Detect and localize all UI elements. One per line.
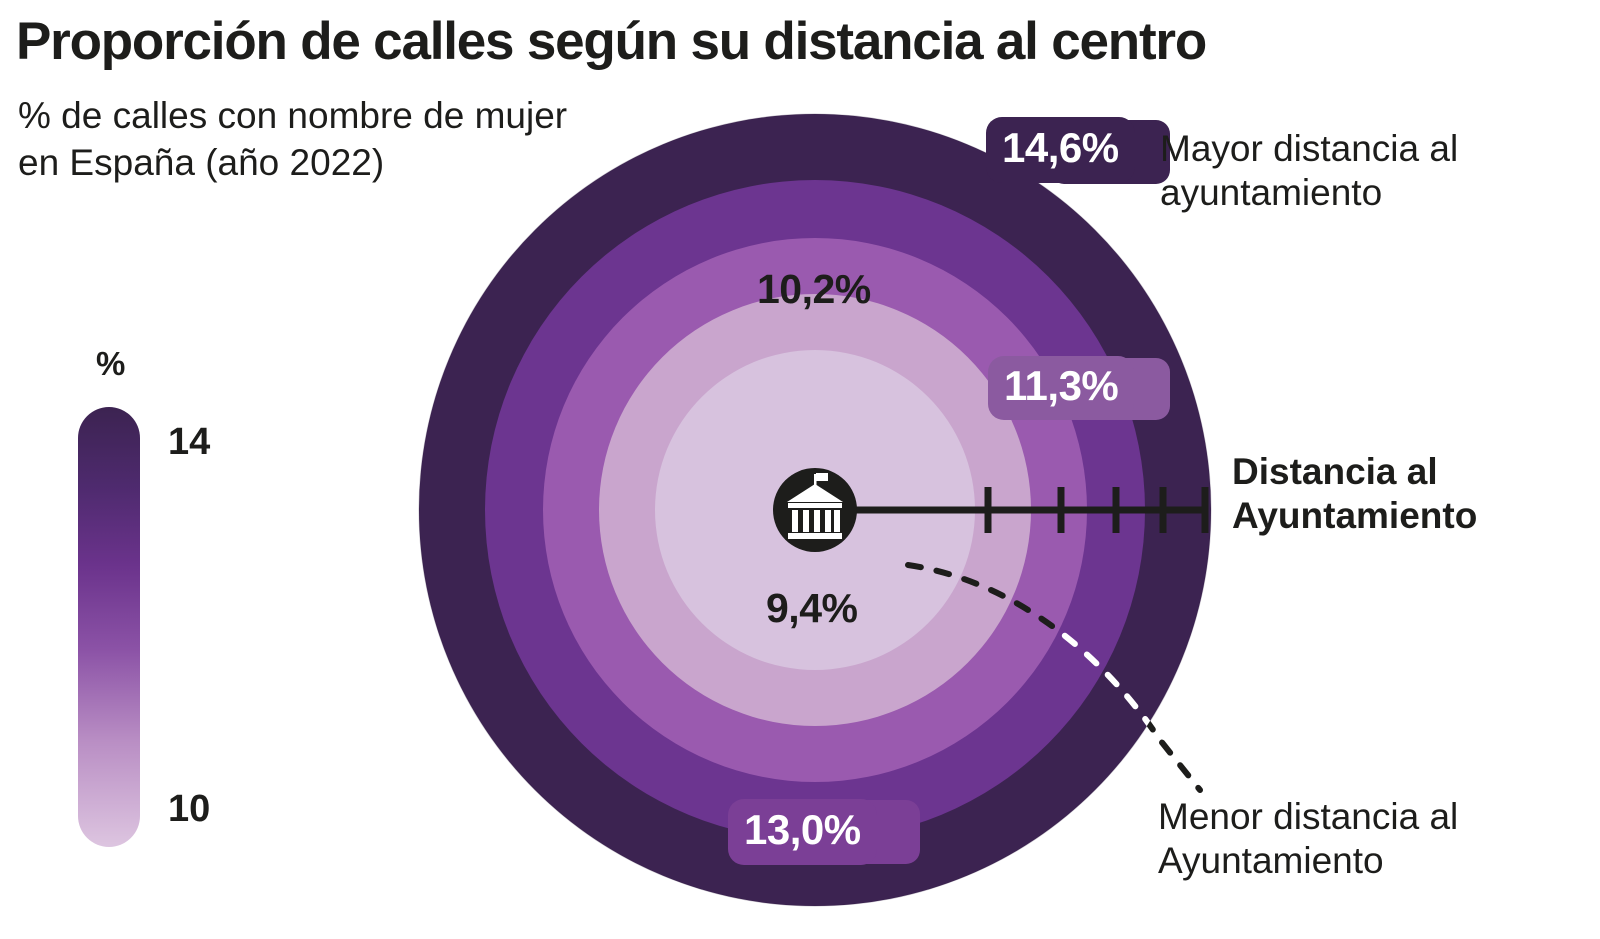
legend-unit-label: % (96, 345, 126, 382)
annotation-axis-line2: Ayuntamiento (1232, 494, 1478, 536)
ring-value-badge-3[interactable]: 11,3% (988, 356, 1135, 420)
distance-axis (855, 487, 1209, 533)
annotation-menor-line1: Menor distancia al (1158, 796, 1459, 837)
ring-value-label-1: 9,4% (766, 585, 858, 631)
ring-value-label-2: 10,2% (757, 266, 871, 312)
annotation-mayor-line1: Mayor distancia al (1160, 128, 1459, 169)
annotation-mayor-distancia: Mayor distancia al ayuntamiento (1160, 127, 1590, 214)
annotation-distancia-ayuntamiento: Distancia al Ayuntamiento (1232, 450, 1600, 537)
page-title: Proporción de calles según su distancia … (16, 12, 1207, 71)
ring-edge-shade (418, 113, 1212, 907)
annotation-menor-distancia: Menor distancia al Ayuntamiento (1158, 795, 1598, 882)
annotation-mayor-line2: ayuntamiento (1160, 171, 1383, 213)
town-hall-icon (773, 468, 857, 552)
page-subtitle: % de calles con nombre de mujer en Españ… (18, 95, 568, 184)
ring-value-badge-5[interactable]: 14,6% (986, 117, 1135, 183)
legend-max-label: 14 (168, 421, 211, 463)
legend-gradient-bar (78, 407, 140, 847)
annotation-menor-line2: Ayuntamiento (1158, 839, 1384, 881)
color-legend: % 14 10 (70, 345, 320, 865)
annotation-axis-line1: Distancia al (1232, 451, 1438, 492)
leader-line-menor (905, 562, 1203, 793)
legend-min-label: 10 (168, 788, 211, 830)
ring-value-badge-4[interactable]: 13,0% (728, 799, 877, 865)
